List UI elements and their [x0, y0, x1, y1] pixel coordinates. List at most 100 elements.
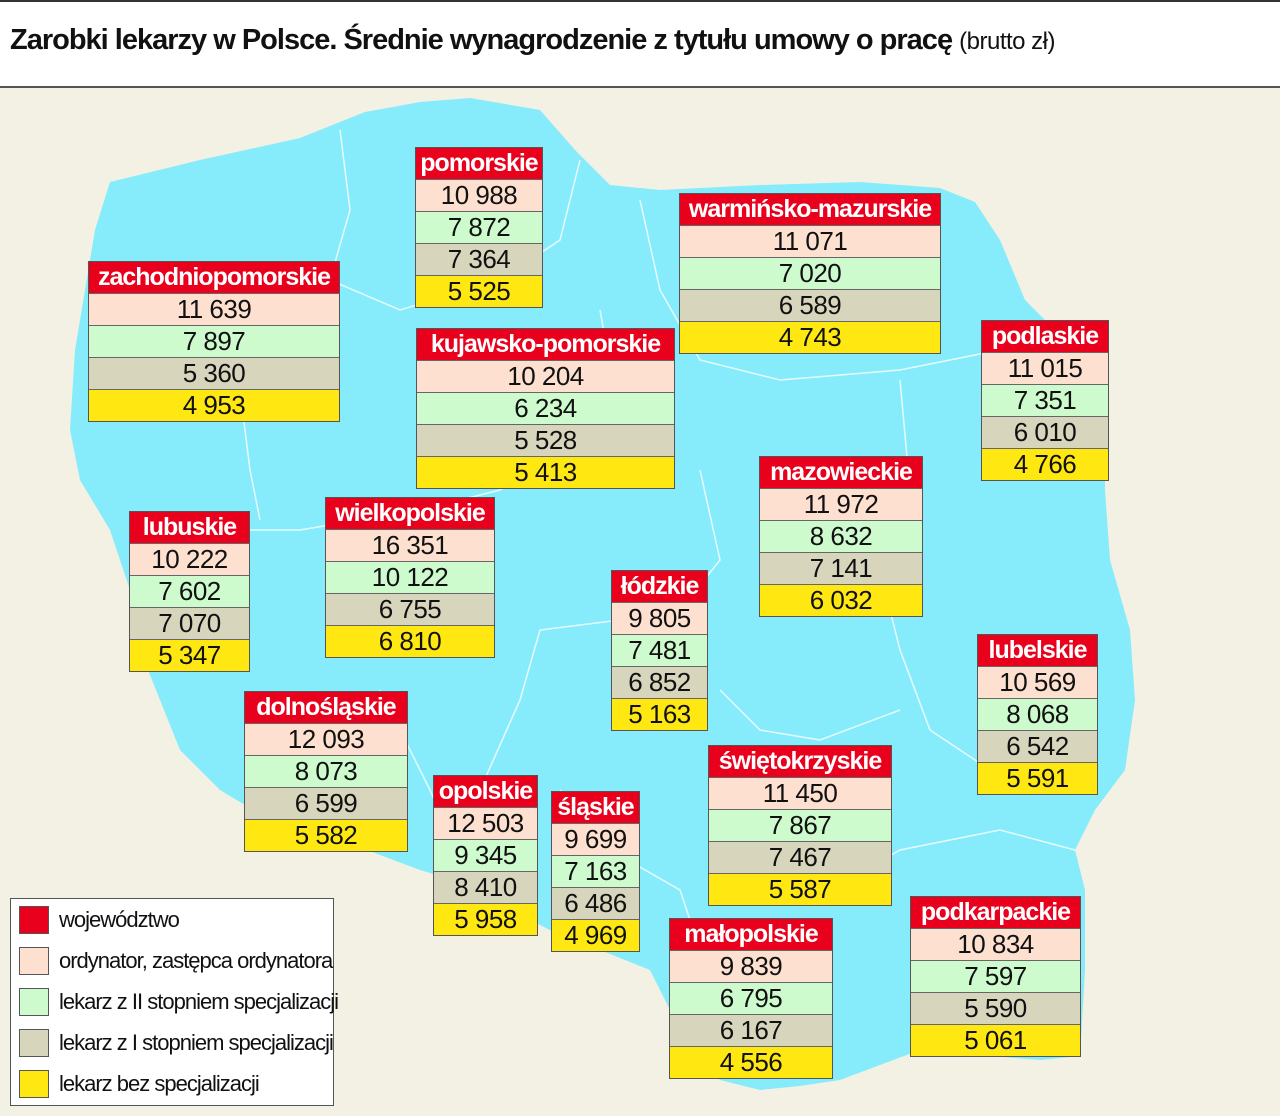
salary-value: 10 834 [911, 928, 1080, 960]
salary-value: 6 755 [326, 593, 494, 625]
salary-value: 6 599 [245, 787, 407, 819]
legend-label: województwo [59, 907, 180, 932]
salary-value: 7 070 [130, 607, 249, 639]
salary-value: 7 597 [911, 960, 1080, 992]
salary-value: 9 345 [434, 839, 537, 871]
region-box-8: łódzkie 9 805 7 481 6 852 5 163 [611, 570, 708, 731]
salary-value: 5 958 [434, 903, 537, 935]
region-name: opolskie [434, 776, 537, 807]
region-box-14: małopolskie 9 839 6 795 6 167 4 556 [669, 918, 833, 1079]
legend-swatch [19, 988, 49, 1016]
legend-item: lekarz z I stopniem specjalizacji [19, 1027, 334, 1059]
salary-value: 10 222 [130, 543, 249, 575]
legend-item: lekarz bez specjalizacji [19, 1068, 260, 1100]
salary-value: 10 122 [326, 561, 494, 593]
salary-value: 11 015 [982, 352, 1108, 384]
salary-value: 7 141 [760, 552, 922, 584]
region-box-13: śląskie 9 699 7 163 6 486 4 969 [551, 791, 640, 952]
region-box-6: lubuskie 10 222 7 602 7 070 5 347 [129, 511, 250, 672]
legend-swatch [19, 1029, 49, 1057]
salary-value: 5 360 [89, 357, 339, 389]
salary-value: 8 410 [434, 871, 537, 903]
salary-value: 11 639 [89, 293, 339, 325]
region-name: podkarpackie [911, 897, 1080, 928]
salary-value: 5 587 [709, 873, 891, 905]
region-name: łódzkie [612, 571, 707, 602]
salary-value: 12 503 [434, 807, 537, 839]
salary-value: 5 061 [911, 1024, 1080, 1056]
salary-value: 6 589 [680, 289, 940, 321]
region-box-5: mazowieckie 11 972 8 632 7 141 6 032 [759, 456, 923, 617]
salary-value: 6 852 [612, 666, 707, 698]
region-box-15: podkarpackie 10 834 7 597 5 590 5 061 [910, 896, 1081, 1057]
salary-value: 7 481 [612, 634, 707, 666]
legend-swatch [19, 947, 49, 975]
salary-value: 7 867 [709, 809, 891, 841]
region-name: wielkopolskie [326, 498, 494, 529]
region-name: śląskie [552, 792, 639, 823]
salary-value: 8 073 [245, 755, 407, 787]
legend-item: ordynator, zastępca ordynatora [19, 945, 333, 977]
salary-value: 6 795 [670, 982, 832, 1014]
salary-value: 6 167 [670, 1014, 832, 1046]
region-name: podlaskie [982, 321, 1108, 352]
salary-value: 12 093 [245, 723, 407, 755]
salary-value: 5 591 [978, 762, 1097, 794]
salary-value: 7 897 [89, 325, 339, 357]
region-name: lubelskie [978, 635, 1097, 666]
salary-value: 9 839 [670, 950, 832, 982]
region-box-1: warmińsko-mazurskie 11 071 7 020 6 589 4 743 [679, 193, 941, 354]
region-box-10: dolnośląskie 12 093 8 073 6 599 5 582 [244, 691, 408, 852]
salary-value: 7 467 [709, 841, 891, 873]
salary-value: 7 872 [416, 211, 542, 243]
region-name: pomorskie [416, 148, 542, 179]
region-name: świętokrzyskie [709, 746, 891, 777]
legend-item: lekarz z II stopniem specjalizacji [19, 986, 339, 1018]
salary-value: 5 413 [417, 456, 674, 488]
salary-value: 9 805 [612, 602, 707, 634]
salary-value: 4 766 [982, 448, 1108, 480]
legend-item: województwo [19, 904, 180, 936]
legend: województwo ordynator, zastępca ordynator… [10, 898, 339, 1106]
salary-value: 6 486 [552, 887, 639, 919]
salary-value: 7 602 [130, 575, 249, 607]
region-name: zachodniopomorskie [89, 262, 339, 293]
salary-value: 4 556 [670, 1046, 832, 1078]
salary-value: 7 351 [982, 384, 1108, 416]
region-name: warmińsko-mazurskie [680, 194, 940, 225]
region-box-7: wielkopolskie 16 351 10 122 6 755 6 810 [325, 497, 495, 658]
salary-value: 7 020 [680, 257, 940, 289]
salary-value: 8 068 [978, 698, 1097, 730]
salary-value: 5 525 [416, 275, 542, 307]
salary-value: 6 542 [978, 730, 1097, 762]
salary-value: 6 032 [760, 584, 922, 616]
salary-value: 16 351 [326, 529, 494, 561]
salary-value: 11 972 [760, 488, 922, 520]
region-box-2: zachodniopomorskie 11 639 7 897 5 360 4 953 [88, 261, 340, 422]
title-text: Zarobki lekarzy w Polsce. Średnie wynagr… [10, 24, 953, 56]
legend-label: lekarz z I stopniem specjalizacji [59, 1030, 334, 1055]
region-box-9: lubelskie 10 569 8 068 6 542 5 591 [977, 634, 1098, 795]
legend-swatch [19, 1070, 49, 1098]
region-box-11: świętokrzyskie 11 450 7 867 7 467 5 587 [708, 745, 892, 906]
region-box-3: kujawsko-pomorskie 10 204 6 234 5 528 5 413 [416, 328, 675, 489]
salary-value: 10 204 [417, 360, 674, 392]
salary-value: 5 590 [911, 992, 1080, 1024]
salary-value: 9 699 [552, 823, 639, 855]
region-box-12: opolskie 12 503 9 345 8 410 5 958 [433, 775, 538, 936]
legend-label: lekarz z II stopniem specjalizacji [59, 989, 339, 1014]
salary-value: 4 953 [89, 389, 339, 421]
salary-value: 6 234 [417, 392, 674, 424]
salary-value: 11 450 [709, 777, 891, 809]
region-name: lubuskie [130, 512, 249, 543]
salary-value: 11 071 [680, 225, 940, 257]
legend-label: lekarz bez specjalizacji [59, 1071, 260, 1096]
region-name: dolnośląskie [245, 692, 407, 723]
salary-value: 10 988 [416, 179, 542, 211]
salary-value: 7 163 [552, 855, 639, 887]
salary-value: 7 364 [416, 243, 542, 275]
salary-value: 5 528 [417, 424, 674, 456]
header: Zarobki lekarzy w Polsce. Średnie wynagr… [0, 0, 1280, 88]
salary-value: 6 810 [326, 625, 494, 657]
region-name: małopolskie [670, 919, 832, 950]
